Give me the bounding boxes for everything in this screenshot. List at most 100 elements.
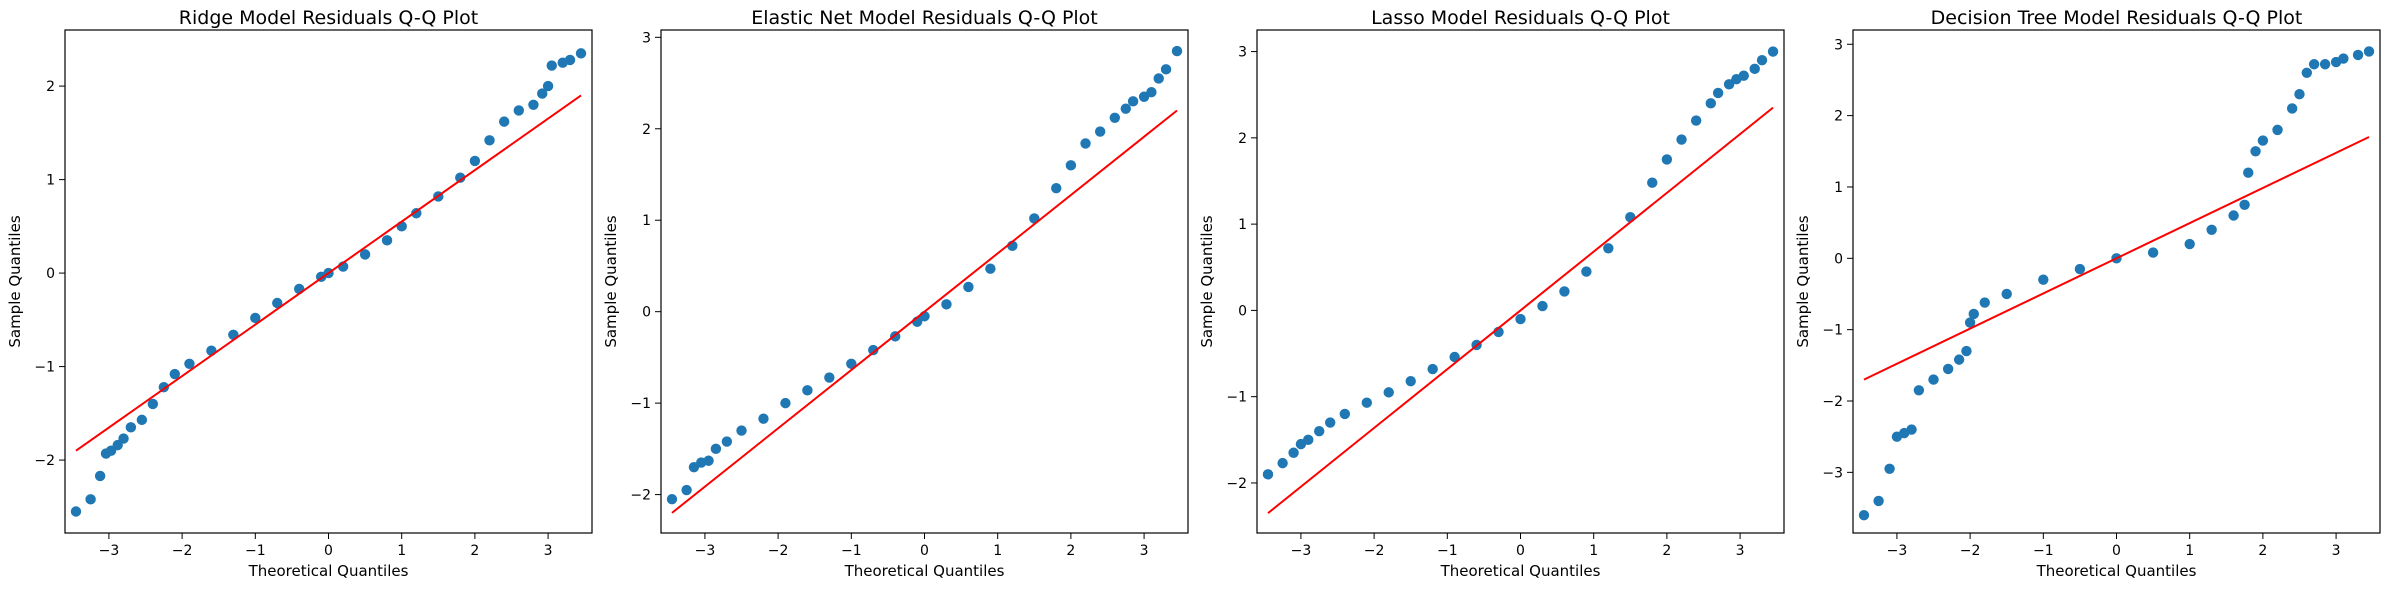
y-tick-label: −2 <box>630 488 651 504</box>
y-tick-label: 1 <box>642 213 651 229</box>
qq-point <box>272 297 283 309</box>
qq-point <box>1979 297 1990 308</box>
qq-point <box>1171 45 1183 57</box>
qq-point <box>1427 363 1438 375</box>
qq-point <box>1262 469 1274 480</box>
y-tick-label: 0 <box>642 305 651 321</box>
x-tick-label: −3 <box>1291 543 1312 559</box>
qq-point <box>1065 160 1077 171</box>
reference-line <box>671 109 1178 514</box>
x-tick-label: 0 <box>324 543 333 559</box>
y-tick-label: −1 <box>34 360 55 376</box>
qq-point <box>528 99 539 110</box>
qq-point <box>1449 351 1460 363</box>
qq-point <box>824 372 835 383</box>
qq-point <box>2308 59 2320 70</box>
y-tick-label: 2 <box>642 122 651 138</box>
qq-point <box>1303 434 1314 446</box>
plot-area: −3 −2 −1 0 1 2 3 −2 −1 0 1 2 3 <box>630 29 1189 559</box>
qq-point <box>1146 86 1157 98</box>
x-tick-label: −1 <box>245 543 266 559</box>
x-tick-label: 0 <box>920 543 929 559</box>
qq-point <box>136 414 148 426</box>
y-tick-label: −1 <box>630 396 651 412</box>
qq-point <box>546 60 557 71</box>
qq-point <box>846 358 857 370</box>
y-tick-label: 2 <box>1834 109 1843 125</box>
ridge-qq-panel: Ridge Model Residuals Q-Q Plot −3 −2 −1 0 1 2… <box>6 7 593 580</box>
qq-point <box>1749 63 1760 75</box>
qq-point <box>455 172 466 183</box>
qq-point <box>2286 103 2298 114</box>
qq-point <box>2319 59 2331 70</box>
x-tick-label: 0 <box>2112 543 2121 559</box>
qq-point <box>118 433 129 444</box>
qq-point <box>125 422 137 433</box>
qq-point <box>666 493 678 505</box>
qq-point <box>2239 199 2250 211</box>
qq-point <box>2243 167 2254 178</box>
y-tick-label: 1 <box>1238 217 1247 233</box>
qq-point <box>2206 224 2217 235</box>
qq-point <box>1906 424 1917 435</box>
y-axis-label: Sample Quantiles <box>1198 215 1216 347</box>
qq-point <box>147 398 159 410</box>
qq-point <box>721 436 733 447</box>
qq-point <box>537 88 548 99</box>
decision-tree-qq-panel: Decision Tree Model Residuals Q-Q Plot −… <box>1794 7 2381 580</box>
qq-point <box>736 425 747 436</box>
qq-point <box>184 358 195 369</box>
qq-point <box>1160 64 1172 75</box>
x-tick-label: −2 <box>768 543 789 559</box>
qq-point <box>1339 408 1351 420</box>
x-tick-label: −3 <box>1887 543 1908 559</box>
qq-point <box>381 235 393 246</box>
qq-point <box>70 506 82 517</box>
x-tick-label: −1 <box>1437 543 1458 559</box>
qq-point <box>1913 385 1925 396</box>
qq-point <box>1120 103 1131 114</box>
reference-line <box>1863 136 2370 381</box>
qq-point <box>2038 274 2049 285</box>
qq-point <box>85 494 96 505</box>
qq-point <box>710 443 722 455</box>
y-tick-label: −2 <box>1226 476 1247 492</box>
qq-point <box>359 249 371 260</box>
qq-point <box>1705 98 1717 109</box>
qq-point <box>1051 183 1062 194</box>
qq-point <box>1942 363 1954 375</box>
y-tick-label: 3 <box>1834 37 1843 53</box>
qq-point <box>1153 73 1164 84</box>
x-tick-label: 2 <box>1066 543 1075 559</box>
qq-point <box>1324 417 1336 428</box>
qq-point <box>2257 135 2269 146</box>
qq-point <box>780 397 791 409</box>
qq-point <box>2294 89 2305 100</box>
qq-point <box>1603 243 1614 254</box>
x-tick-label: 1 <box>993 543 1002 559</box>
y-tick-label: 1 <box>1834 180 1843 196</box>
qq-point <box>94 470 106 482</box>
qq-point <box>1738 70 1749 81</box>
qq-point <box>1515 313 1526 325</box>
qq-point <box>1964 317 1976 328</box>
plot-area: −3 −2 −1 0 1 2 3 −2 −1 0 1 2 <box>34 29 593 559</box>
qq-point <box>1961 345 1972 357</box>
x-tick-label: −3 <box>99 543 120 559</box>
qq-point <box>1968 308 1979 320</box>
qq-point <box>1625 212 1636 223</box>
y-axis-label: Sample Quantiles <box>602 215 620 347</box>
qq-point <box>2001 288 2012 300</box>
y-tick-label: −3 <box>1822 465 1843 481</box>
plot-area: −3 −2 −1 0 1 2 3 −2 −1 0 1 2 3 <box>1226 29 1785 559</box>
x-tick-label: 3 <box>2332 543 2341 559</box>
qq-point <box>1314 425 1325 437</box>
qq-point <box>2147 247 2159 258</box>
qq-point <box>2363 46 2375 57</box>
qq-point <box>1953 354 1965 365</box>
y-tick-label: 2 <box>46 79 55 95</box>
qq-point <box>681 484 692 496</box>
qq-point <box>1277 457 1288 469</box>
reference-line <box>1267 106 1774 514</box>
x-axis-label: Theoretical Quantiles <box>248 562 409 580</box>
